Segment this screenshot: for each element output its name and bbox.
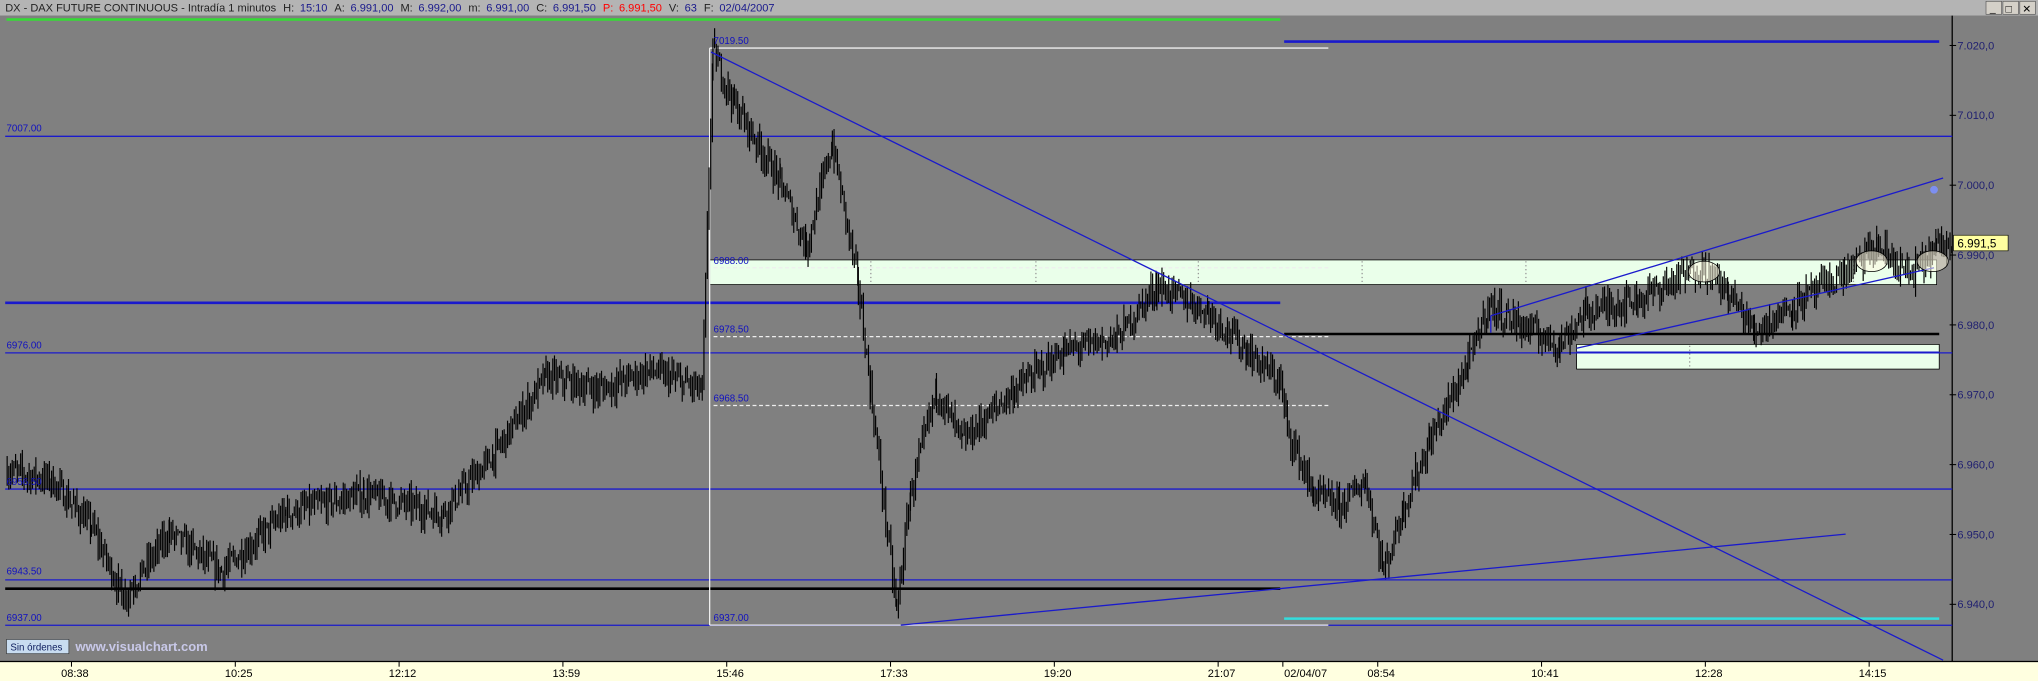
c-label: C: <box>536 3 547 15</box>
x-tick-label: 13:59 <box>553 668 581 680</box>
last-price-tag <box>1953 234 2009 252</box>
v-label: V: <box>669 3 679 15</box>
top-marker-ellipse <box>1855 250 1888 273</box>
minimize-icon: _ <box>1989 4 1996 15</box>
v-value: 63 <box>685 3 697 15</box>
y-tick-label: 6.990,0 <box>1957 250 1994 262</box>
symbol-title: DX - DAX FUTURE CONTINUOUS - Intradía 1 … <box>5 3 276 15</box>
x-tick-label: 10:41 <box>1531 668 1559 680</box>
level-label-6937: 6937.00 <box>6 613 42 624</box>
min-label: m: <box>468 3 480 15</box>
close-button[interactable] <box>2019 0 2036 15</box>
maximize-icon: □ <box>2006 4 2013 15</box>
f-value: 02/04/2007 <box>719 3 774 15</box>
y-tick-label: 6.960,0 <box>1957 460 1994 472</box>
top-marker-ellipse <box>1687 260 1720 283</box>
level-label-7007: 7007.00 <box>6 123 42 134</box>
x-tick-label: 10:25 <box>225 668 253 680</box>
x-tick-label: 12:12 <box>389 668 417 680</box>
top-marker-ellipse <box>1916 250 1949 273</box>
retracement-label-6988: 6988.00 <box>714 256 750 267</box>
resistance-zone <box>709 259 1938 286</box>
plot-area <box>0 15 2038 662</box>
x-tick-label: 12:28 <box>1695 668 1723 680</box>
last-price-value: 6.991,5 <box>1957 238 1996 251</box>
time-axis-ticks: 08:38 10:25 12:12 13:59 15:46 17:33 19:20 21:07… <box>61 661 1887 680</box>
x-tick-label: 19:20 <box>1044 668 1072 680</box>
ascending-trendline <box>900 533 1846 626</box>
range-low-label: 6937.00 <box>714 613 750 624</box>
minimize-button[interactable] <box>1985 0 2002 15</box>
maximize-button[interactable] <box>2002 0 2019 15</box>
descending-trendline <box>710 51 1944 661</box>
retracement-label-6968: 6968.50 <box>714 394 750 405</box>
x-tick-label: 08:54 <box>1367 668 1395 680</box>
h-label: H: <box>283 3 294 15</box>
channel-upper-line <box>1490 177 1944 317</box>
p-label: P: <box>603 3 613 15</box>
x-tick-label: 14:15 <box>1859 668 1887 680</box>
m-label: M: <box>400 3 412 15</box>
level-label-6943: 6943.50 <box>6 566 42 577</box>
x-tick-label: 21:07 <box>1208 668 1236 680</box>
level-label-6976: 6976.00 <box>6 340 42 351</box>
x-tick-label: 02/04/07 <box>1284 668 1327 680</box>
title-bar <box>0 0 2038 16</box>
h-value: 15:10 <box>300 3 328 15</box>
x-tick-label: 17:33 <box>880 668 908 680</box>
level-label-6956: 6956.50 <box>6 477 42 488</box>
chart-header: DX - DAX FUTURE CONTINUOUS - Intradía 1 … <box>5 3 774 15</box>
support-zone <box>1576 344 1940 370</box>
retracement-label-6978: 6978.50 <box>714 325 750 336</box>
a-label: A: <box>334 3 344 15</box>
a-value: 6.991,00 <box>351 3 394 15</box>
p-value: 6.991,50 <box>619 3 662 15</box>
close-icon: ✕ <box>2022 4 2031 15</box>
y-tick-label: 7.010,0 <box>1957 110 1994 122</box>
x-tick-label: 08:38 <box>61 668 89 680</box>
min-value: 6.991,00 <box>486 3 529 15</box>
channel-end-marker <box>1930 185 1938 194</box>
f-label: F: <box>704 3 714 15</box>
y-tick-label: 7.020,0 <box>1957 40 1994 52</box>
price-axis: 7.020,0 7.010,0 7.000,0 6.990,0 6.980,0 6.970… <box>1949 40 1994 611</box>
time-axis <box>0 661 2038 681</box>
m-value: 6.992,00 <box>418 3 461 15</box>
orders-button[interactable] <box>6 639 70 655</box>
y-tick-label: 7.000,0 <box>1957 180 1994 192</box>
x-tick-label: 15:46 <box>716 668 744 680</box>
y-tick-label: 6.950,0 <box>1957 529 1994 541</box>
orders-button-label: Sin órdenes <box>10 642 62 653</box>
range-high-label: 7019.50 <box>714 36 750 47</box>
c-value: 6.991,50 <box>553 3 596 15</box>
y-tick-label: 6.940,0 <box>1957 599 1994 611</box>
y-tick-label: 6.980,0 <box>1957 320 1994 332</box>
watermark-logo: www.visualchart.com <box>74 639 207 654</box>
channel-lower-line <box>1576 267 1935 349</box>
y-tick-label: 6.970,0 <box>1957 390 1994 402</box>
overlay-layer <box>710 51 1949 661</box>
window-controls: _ □ ✕ <box>1985 0 2036 15</box>
